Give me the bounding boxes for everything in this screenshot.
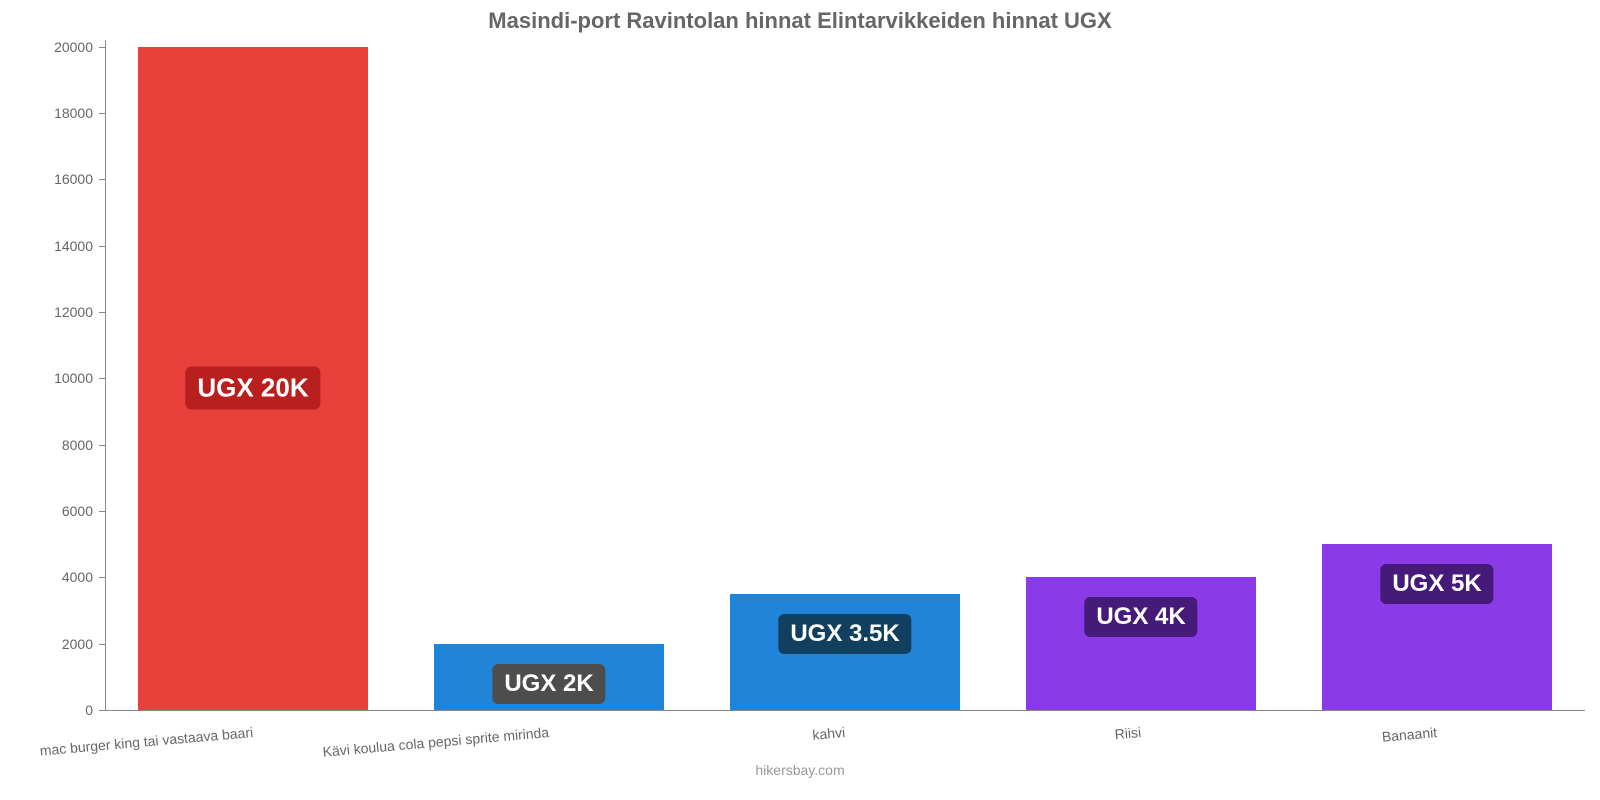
chart-footer: hikersbay.com <box>0 762 1600 778</box>
y-tick <box>99 577 105 578</box>
y-tick <box>99 47 105 48</box>
y-tick <box>99 445 105 446</box>
y-tick-label: 6000 <box>13 503 93 519</box>
y-axis <box>105 40 106 710</box>
y-tick <box>99 378 105 379</box>
x-tick-label: kahvi <box>812 724 846 743</box>
x-tick-label: Kävi koulua cola pepsi sprite mirinda <box>322 724 550 760</box>
price-chart: Masindi-port Ravintolan hinnat Elintarvi… <box>0 0 1600 800</box>
value-badge: UGX 3.5K <box>778 614 911 654</box>
y-tick-label: 0 <box>13 702 93 718</box>
y-tick <box>99 511 105 512</box>
y-tick-label: 14000 <box>13 238 93 254</box>
plot-area: 0200040006000800010000120001400016000180… <box>105 40 1585 710</box>
x-tick-label: Riisi <box>1114 724 1142 742</box>
y-tick-label: 2000 <box>13 636 93 652</box>
value-badge: UGX 2K <box>492 664 605 704</box>
chart-title: Masindi-port Ravintolan hinnat Elintarvi… <box>0 8 1600 34</box>
x-tick-label: Banaanit <box>1381 724 1437 745</box>
value-badge: UGX 20K <box>185 367 320 410</box>
y-tick <box>99 312 105 313</box>
value-badge: UGX 5K <box>1380 564 1493 604</box>
y-tick <box>99 644 105 645</box>
y-tick <box>99 113 105 114</box>
value-badge: UGX 4K <box>1084 597 1197 637</box>
x-axis <box>105 710 1585 711</box>
y-tick-label: 16000 <box>13 171 93 187</box>
y-tick <box>99 179 105 180</box>
y-tick-label: 18000 <box>13 105 93 121</box>
y-tick-label: 20000 <box>13 39 93 55</box>
y-tick <box>99 710 105 711</box>
y-tick <box>99 246 105 247</box>
y-tick-label: 12000 <box>13 304 93 320</box>
x-tick-label: mac burger king tai vastaava baari <box>39 724 254 759</box>
y-tick-label: 4000 <box>13 569 93 585</box>
y-tick-label: 10000 <box>13 370 93 386</box>
y-tick-label: 8000 <box>13 437 93 453</box>
